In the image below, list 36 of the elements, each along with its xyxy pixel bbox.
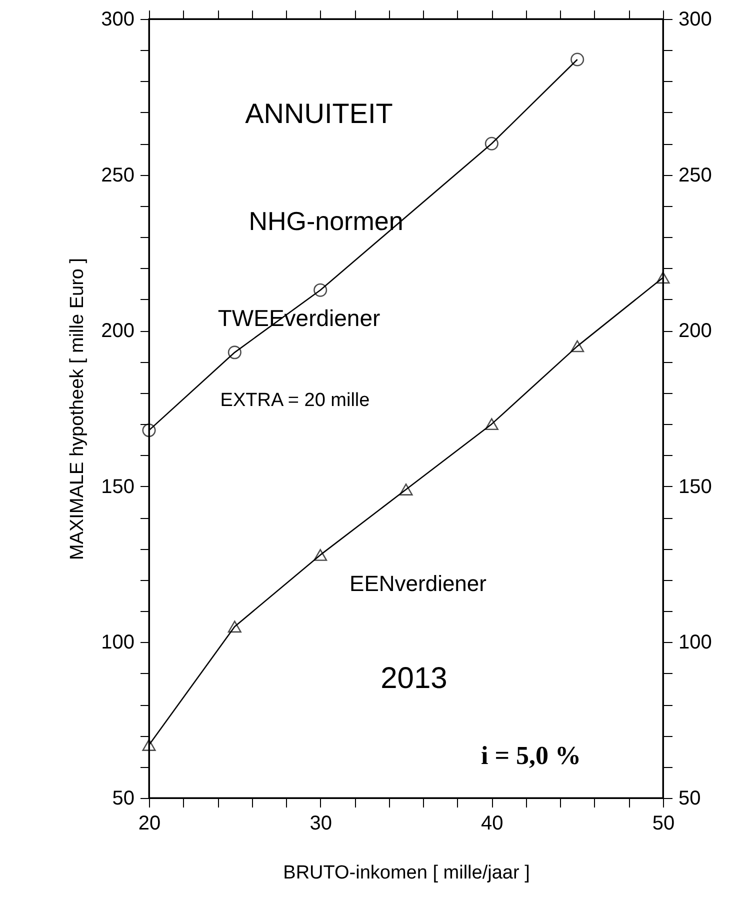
y-tick-label: 50: [112, 788, 134, 810]
series-label: EENverdiener: [350, 571, 486, 596]
point: [142, 424, 156, 438]
annotation: ANNUITEIT: [245, 98, 393, 129]
annotation: EXTRA = 20 mille: [220, 390, 370, 411]
point: [399, 484, 413, 496]
annotation: NHG-normen: [248, 206, 404, 236]
y-tick-label: 300: [101, 8, 134, 30]
x-tick-label: 50: [652, 812, 675, 834]
annotation: i = 5,0 %: [480, 741, 582, 770]
y-tick-label: 100: [101, 632, 134, 654]
point: [656, 272, 670, 284]
x-tick-label: 40: [481, 812, 504, 834]
point: [142, 739, 156, 751]
point: [484, 136, 498, 150]
y-axis-title: MAXIMALE hypotheek [ mille Euro ]: [67, 258, 88, 560]
y-tick-label: 150: [101, 476, 134, 498]
point: [314, 283, 328, 297]
annotation: 2013: [380, 662, 448, 695]
y2-tick-label: 300: [678, 8, 712, 30]
point: [228, 346, 242, 360]
y-tick-label: 200: [101, 320, 134, 342]
x-tick-label: 20: [138, 812, 161, 834]
y2-tick-label: 100: [678, 632, 712, 654]
y2-tick-label: 150: [678, 476, 712, 498]
x-tick-label: 30: [310, 812, 332, 834]
point: [228, 620, 242, 633]
point: [570, 340, 584, 352]
y2-tick-label: 50: [678, 788, 701, 810]
y2-tick-label: 200: [678, 320, 712, 342]
point: [484, 418, 498, 430]
point: [314, 549, 328, 561]
point: [570, 52, 584, 66]
y-tick-label: 250: [101, 164, 134, 186]
x-axis-title: BRUTO-inkomen [ mille/jaar ]: [283, 862, 530, 884]
y2-tick-label: 250: [678, 164, 712, 186]
